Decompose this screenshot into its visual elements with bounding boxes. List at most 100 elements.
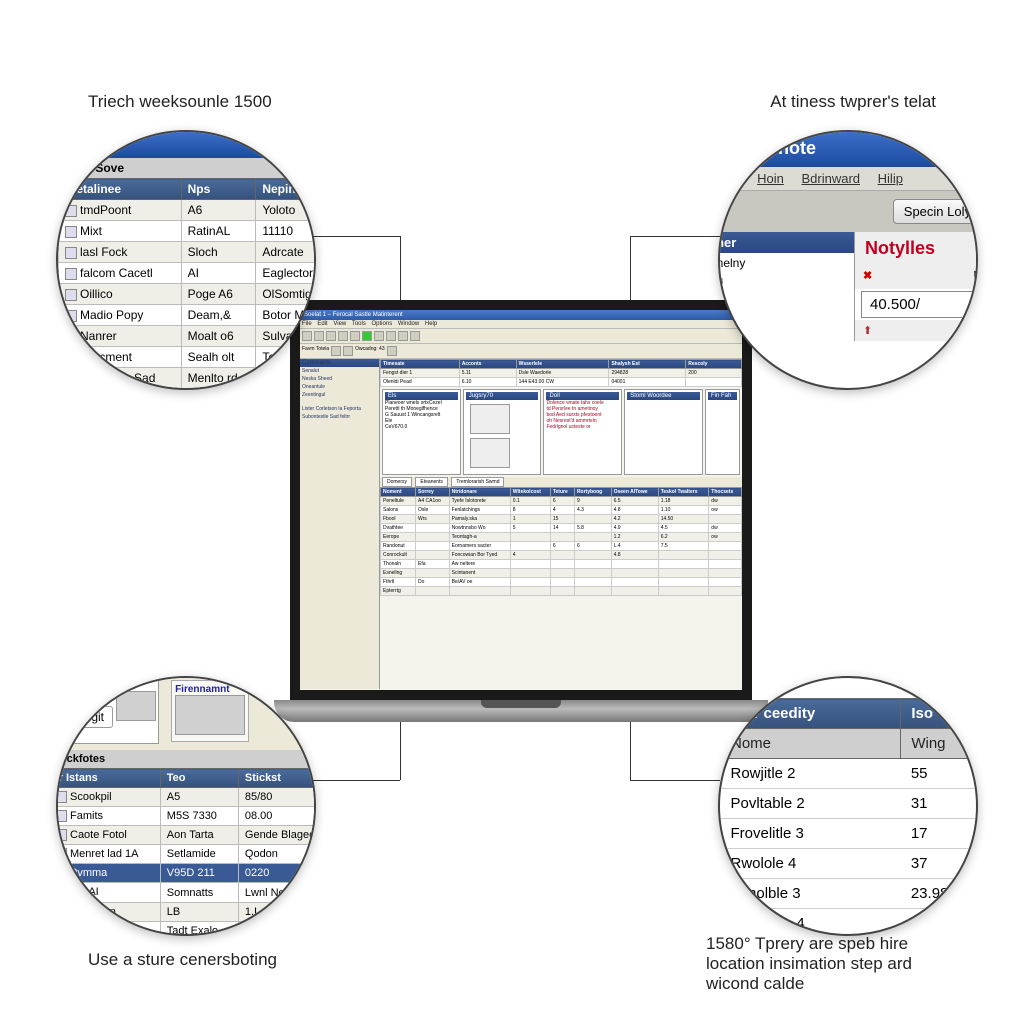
- menu-item[interactable]: Bdrinward: [802, 171, 861, 186]
- col-header[interactable]: Oseen AlTowe: [611, 488, 658, 497]
- col-header[interactable]: Nepine: [256, 179, 316, 200]
- sidebar-item[interactable]: Oneantule: [300, 383, 379, 391]
- table-row[interactable]: Dmstione SadMenlto rdCs1 Casllor: [59, 368, 317, 389]
- sidebar-item[interactable]: Neska Sheed: [300, 375, 379, 383]
- menubar-zoom[interactable]: Clnict's Hoin Bdrinward Hilip: [718, 167, 978, 191]
- table-row[interactable]: Caote FotolAon TartaGende Blagec 100: [56, 826, 316, 845]
- toolbar-icon[interactable]: [350, 331, 360, 341]
- table-row[interactable]: VICAISomnattsLwnl Newre Ocea lo: [56, 883, 316, 902]
- tabs[interactable]: Domersy Eteanents Tremlorarish Swmd: [380, 477, 742, 487]
- col-header[interactable]: Rortyboog: [574, 488, 611, 497]
- toolbar-icon[interactable]: [398, 331, 408, 341]
- zoom-table-tl[interactable]: TretalineeNpsNepinetmdPoontA6YolotoMixtR…: [58, 178, 316, 389]
- col-header[interactable]: Stickst: [238, 769, 316, 788]
- table-row[interactable]: FthrtlDoBe/AV oe: [381, 578, 742, 587]
- close-icon[interactable]: ✖: [863, 269, 879, 285]
- col-header[interactable]: fr Istans: [56, 769, 160, 788]
- table-row[interactable]: PeneltuleA4 CA1ooTyefe Islotorete0.1696.…: [381, 497, 742, 506]
- col-header[interactable]: Teo: [160, 769, 238, 788]
- list-item[interactable]: komi: [718, 273, 854, 293]
- col-header[interactable]: Wltekolcost: [510, 488, 550, 497]
- sidebar-item[interactable]: Lister Corletson la Feporta: [300, 405, 379, 413]
- table-row[interactable]: ScookpilA585/80: [56, 788, 316, 807]
- comgit-button[interactable]: Comgit: [57, 706, 113, 728]
- menu-item[interactable]: Hoin: [757, 171, 784, 186]
- menu-item[interactable]: File: [302, 321, 312, 327]
- menu-item[interactable]: Tools: [352, 321, 366, 327]
- table-row[interactable]: falcom CacetlAIEaglectorions: [59, 263, 317, 284]
- table-row[interactable]: ConrockultFoncowian Bor Tyed44.8: [381, 551, 742, 560]
- menu-item[interactable]: View: [333, 321, 346, 327]
- flag-icon[interactable]: ⚑: [972, 269, 978, 285]
- table-row[interactable]: Madio PopyDeam,&Botor Menen: [59, 305, 317, 326]
- sidebar-item[interactable]: Zeentingul: [300, 391, 379, 399]
- menu-item[interactable]: Edit: [317, 321, 327, 327]
- table-row[interactable]: OillicoPoge A6OlSomtigle: [59, 284, 317, 305]
- table-row[interactable]: OtecmentSealh oltTetoetlSemt: [59, 347, 317, 368]
- main-grid[interactable]: NomentSorreyNtridonareWltekolcostTetureR…: [380, 487, 742, 596]
- menu-item[interactable]: Hilip: [878, 171, 903, 186]
- toolbar-icon[interactable]: [343, 346, 353, 356]
- table-row[interactable]: EsnellngScintanent: [381, 569, 742, 578]
- table-row[interactable]: DvathteeNowtnnsbo Wo5145.84.94.5dw: [381, 524, 742, 533]
- col-header[interactable]: Sorrey: [416, 488, 450, 497]
- table-row[interactable]: PvmmaV95D 2110220: [56, 864, 316, 883]
- tab[interactable]: Domersy: [382, 477, 412, 487]
- col-header[interactable]: Rescoly: [686, 360, 742, 369]
- table-row[interactable]: MixtRatinAL11110: [59, 221, 317, 242]
- col-header[interactable]: Timesate: [381, 360, 460, 369]
- table-row[interactable]: Rwolole 437: [721, 849, 979, 879]
- toolbar-icon[interactable]: [331, 346, 341, 356]
- table-row[interactable]: RandonutEornamers sacter66L.47.5: [381, 542, 742, 551]
- col-header[interactable]: Noment: [381, 488, 416, 497]
- table-row[interactable]: lasl FockSlochAdrcate: [59, 242, 317, 263]
- table-row[interactable]: EeropeTeontagh-a1.26.2ow: [381, 533, 742, 542]
- table-row[interactable]: Epterrtg: [381, 587, 742, 596]
- tab[interactable]: Eteanents: [415, 477, 448, 487]
- col-header[interactable]: Shalysh Est: [609, 360, 686, 369]
- col-header[interactable]: Teskol Twalters: [658, 488, 709, 497]
- menu-item[interactable]: Options: [372, 321, 393, 327]
- zoom-table-br[interactable]: Flor ceedityIsoNomeWingRowjitle 255Povlt…: [720, 698, 978, 936]
- app-menubar[interactable]: File Edit View Tools Options Window Help: [300, 320, 742, 329]
- menu-item[interactable]: Clnict's: [718, 171, 740, 186]
- list-item[interactable]: mylnelny: [718, 253, 854, 273]
- col-header[interactable]: Teture: [550, 488, 574, 497]
- specin-button[interactable]: Specin Loly: [893, 199, 978, 224]
- table-row[interactable]: Menret lad 1ASetlamideQodon: [56, 845, 316, 864]
- tab[interactable]: Tremlorarish Swmd: [451, 477, 504, 487]
- toolbar-icon[interactable]: [338, 331, 348, 341]
- table-row[interactable]: FamitsM5S 733008.00: [56, 807, 316, 826]
- toolbar-icon[interactable]: [374, 331, 384, 341]
- toolbar-icon[interactable]: [314, 331, 324, 341]
- toolbar-icon[interactable]: [362, 331, 372, 341]
- toolbar-icon[interactable]: [326, 331, 336, 341]
- sidebar-item[interactable]: Subontestle Sad feltrr: [300, 413, 379, 421]
- table-row[interactable]: Frovelitle 317: [721, 819, 979, 849]
- table-row[interactable]: Povltable 231: [721, 789, 979, 819]
- toolbar-icon[interactable]: [302, 331, 312, 341]
- sidebar-item[interactable]: Senalut: [300, 367, 379, 375]
- nav-icon[interactable]: ⬆: [863, 324, 872, 337]
- col-header[interactable]: Thocsets: [709, 488, 742, 497]
- table-row[interactable]: tmdPoontA6Yoloto: [59, 200, 317, 221]
- toolbar-icon[interactable]: [410, 331, 420, 341]
- col-header[interactable]: Iso: [901, 699, 978, 729]
- table-row[interactable]: Fonolble 323.98: [721, 879, 979, 909]
- table-row[interactable]: Rowjitle 255: [721, 759, 979, 789]
- table-row[interactable]: SalonsOsleFenlatchings844.34.81.10ow: [381, 506, 742, 515]
- table-row[interactable]: Tadt ExaloItA: [56, 921, 316, 936]
- app-toolbar-2[interactable]: Favm Totela Owcadng: 43: [300, 344, 742, 359]
- menu-item[interactable]: Help: [425, 321, 437, 327]
- zoom-table-bl[interactable]: fr IstansTeoStickstScookpilA585/80Famits…: [56, 768, 316, 936]
- table-row[interactable]: Poweritle 4+6: [721, 909, 979, 937]
- table-row[interactable]: NanrerMoalt o6Sulvatililine: [59, 326, 317, 347]
- table-row[interactable]: hortenianLB1.L: [56, 902, 316, 921]
- toolbar-icon[interactable]: [386, 331, 396, 341]
- menu-item[interactable]: Window: [398, 321, 419, 327]
- col-header[interactable]: Acconts: [459, 360, 516, 369]
- col-header[interactable]: Wsserlele: [516, 360, 609, 369]
- col-header[interactable]: Nps: [181, 179, 256, 200]
- toolbar-icon[interactable]: [387, 346, 397, 356]
- table-row[interactable]: ThonalnEfaAw neltere: [381, 560, 742, 569]
